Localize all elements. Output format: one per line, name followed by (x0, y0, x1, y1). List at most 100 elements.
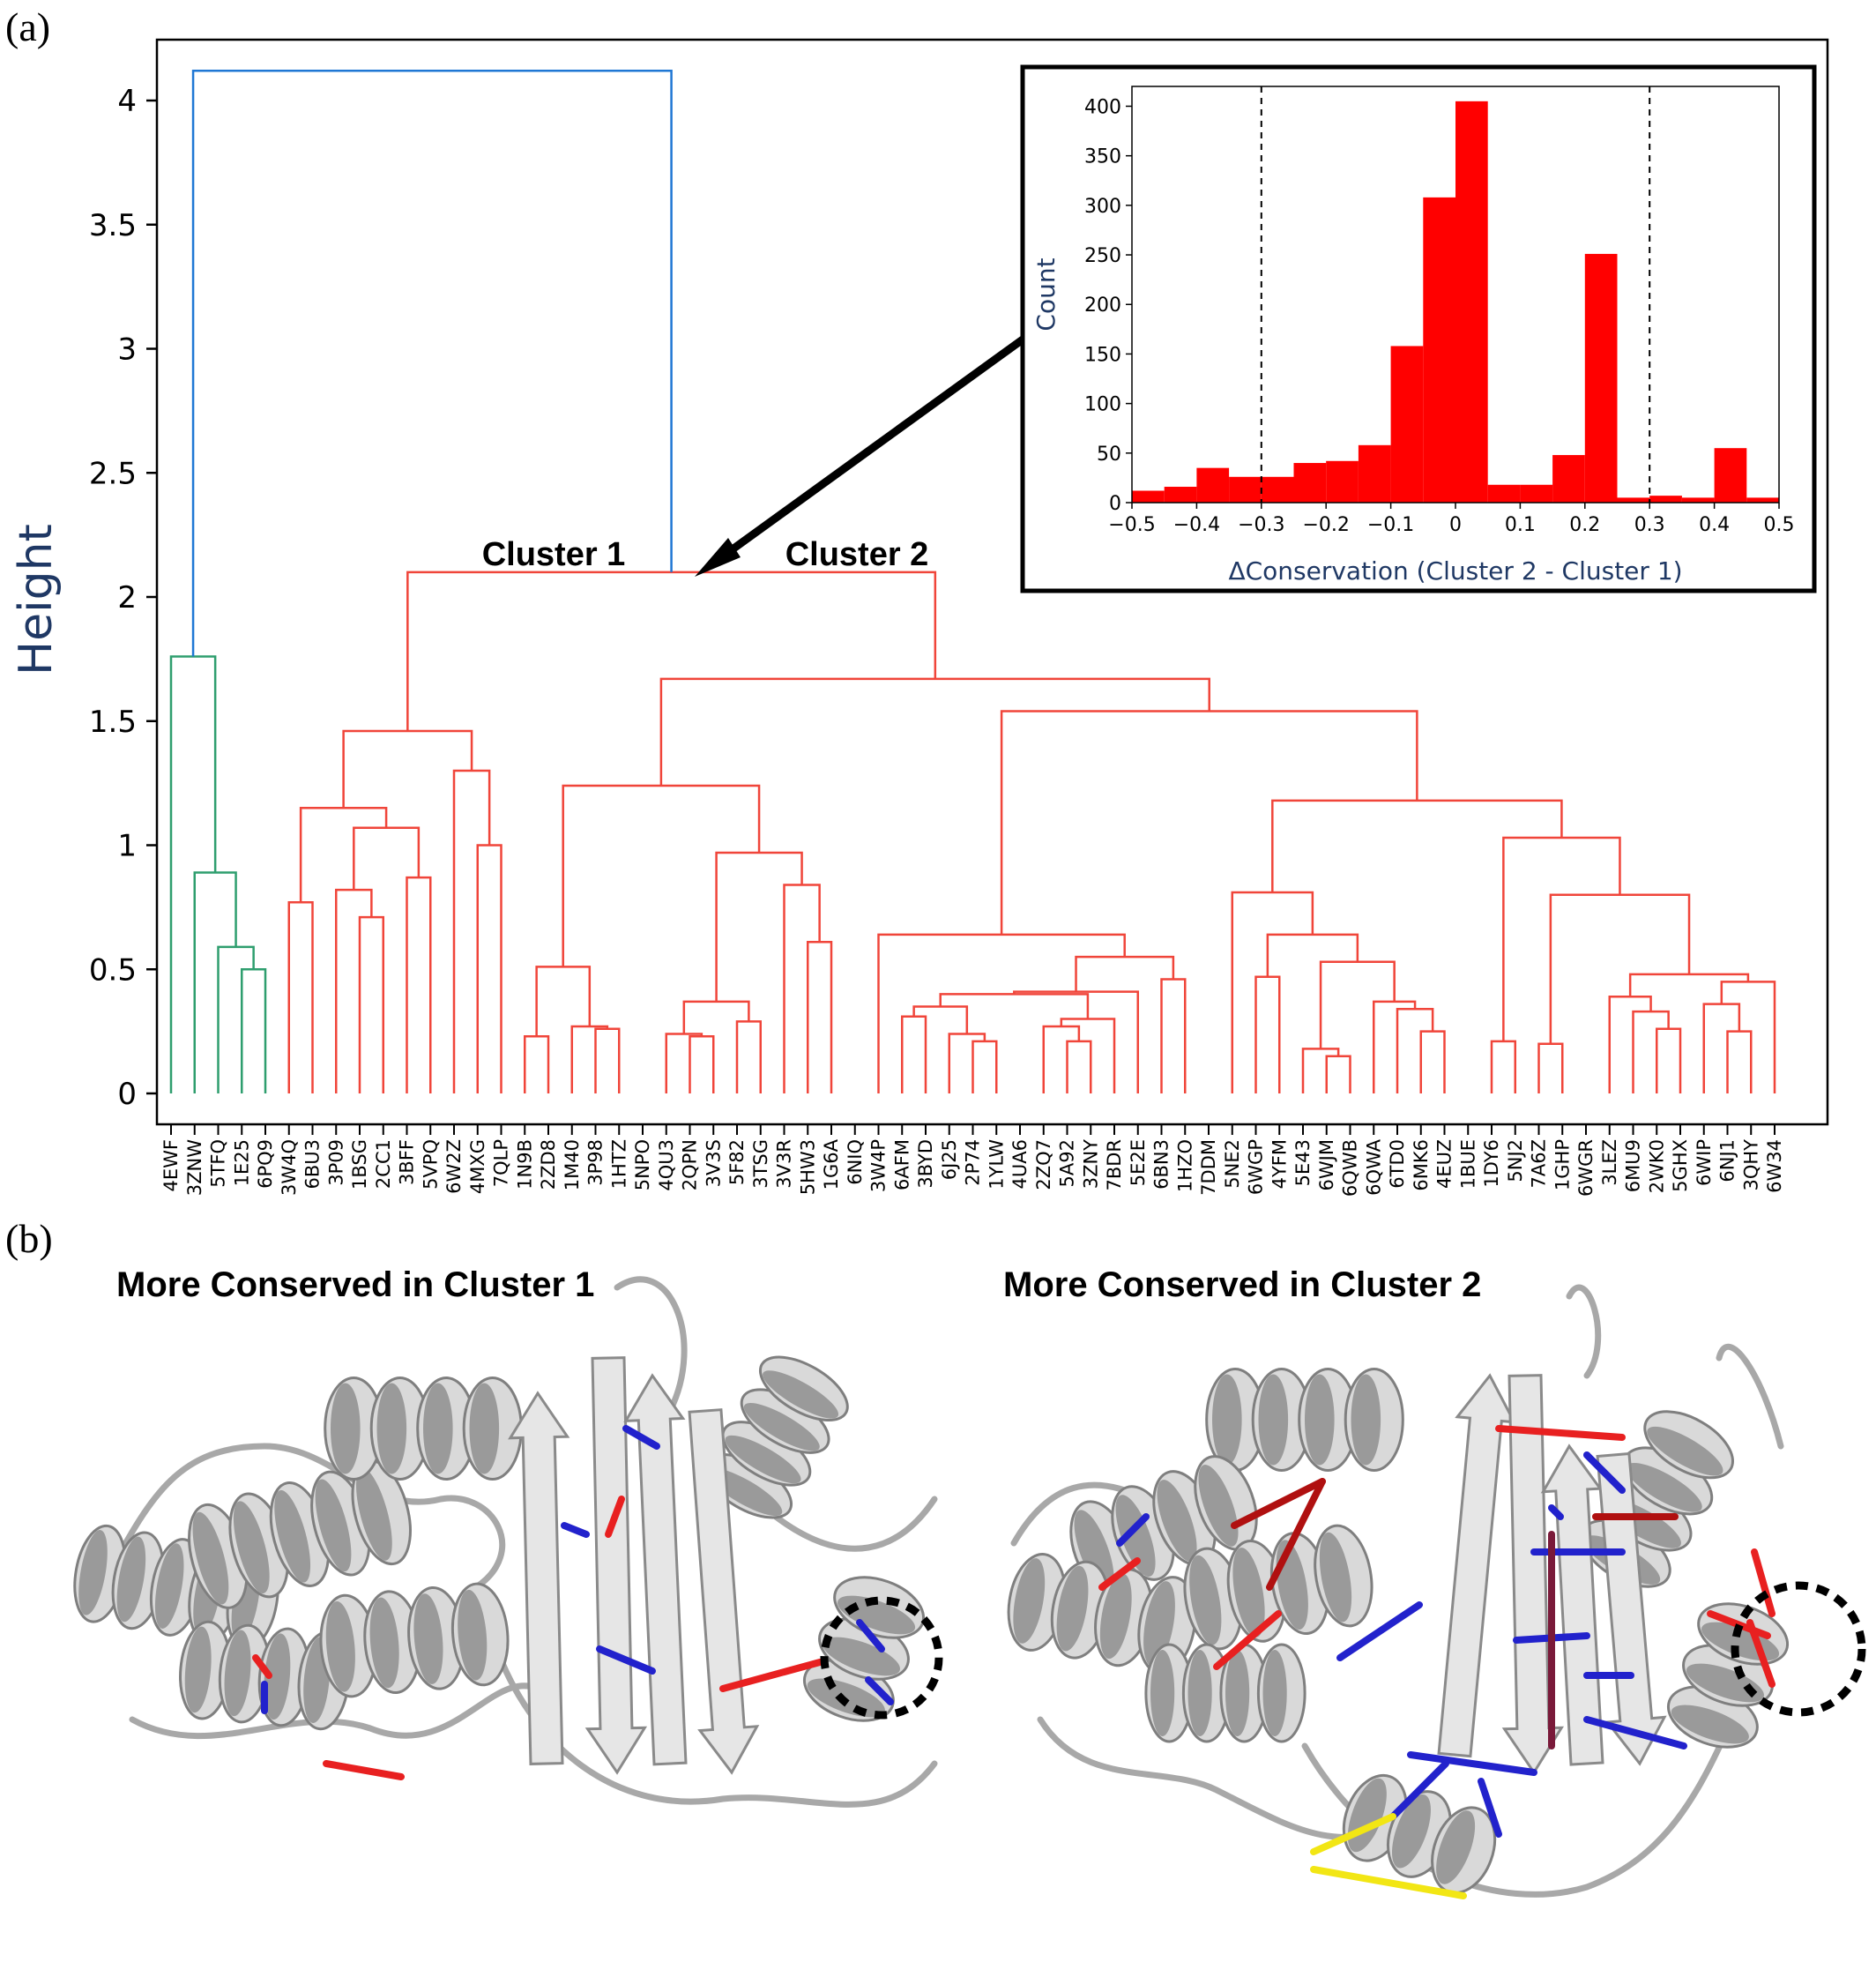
contact-line (252, 1654, 272, 1679)
dendrogram-link (562, 784, 761, 967)
leaf-label: 1BUE (1457, 1139, 1478, 1189)
dendrogram-link (715, 851, 803, 1002)
dendrogram-link (1271, 799, 1563, 892)
dendrogram-link (1419, 1030, 1446, 1093)
dendrogram-link (1373, 1000, 1417, 1093)
helix (1205, 1368, 1404, 1472)
leaf-label: 6J25 (939, 1139, 960, 1180)
y-tick-label: 1 (117, 829, 137, 864)
dendrogram-link (1549, 893, 1691, 1044)
histogram-bar (1520, 484, 1553, 503)
beta-strand (508, 1391, 570, 1765)
dendrogram-link (353, 826, 421, 891)
histogram-bar (1714, 448, 1747, 503)
contact-line (1407, 1751, 1537, 1776)
inset-histogram: −0.5 −0.4 −0.3 −0.2 −0.1 0 0.1 0.2 0.3 0.4 0.5 0 50 1… (1031, 86, 1795, 586)
leaf-label: 1YLW (986, 1139, 1007, 1190)
dendrogram-link (659, 677, 1210, 786)
leaf-label: 1E25 (231, 1139, 252, 1186)
dendrogram-root-link (191, 69, 673, 657)
highlight-circle (1731, 1581, 1866, 1717)
leaf-label: 6WGR (1575, 1139, 1597, 1197)
dendrogram-link (1702, 1003, 1741, 1093)
leaf-label: 6BU3 (302, 1139, 324, 1190)
helix (1581, 1410, 1734, 1588)
inset-x-tick-label: 0.2 (1569, 514, 1600, 536)
y-tick-label: 2 (117, 580, 137, 615)
leaf-label: 3ZNY (1080, 1139, 1101, 1189)
dendrogram-link (1726, 1030, 1753, 1093)
dendrogram-link (1231, 891, 1314, 1093)
leaf-label: 3P09 (325, 1139, 346, 1186)
inset-x-tick-label: 0.5 (1764, 514, 1795, 536)
histogram-bar (1196, 467, 1230, 503)
inset-y-tick-label: 300 (1084, 196, 1121, 218)
dendrogram-link (524, 1035, 550, 1093)
dendrogram-link (1301, 1048, 1340, 1093)
dendrogram-link (1325, 1055, 1351, 1093)
histogram-bar (1617, 497, 1650, 503)
inset-x-tick-label: 0.1 (1505, 514, 1536, 536)
leaf-label: 7DDM (1198, 1139, 1219, 1196)
panel-label-b: (b) (5, 1216, 53, 1261)
dendrogram-link (735, 1020, 762, 1093)
histogram-bar (1358, 444, 1391, 503)
inset-y-tick-label: 150 (1084, 344, 1121, 366)
leaf-label: 5GHX (1670, 1139, 1691, 1192)
histogram-bar (1164, 487, 1197, 503)
beta-strand (1437, 1373, 1517, 1758)
dendrogram-link (594, 1027, 621, 1093)
dendrogram-link (476, 844, 502, 1093)
highlight-circle (820, 1596, 943, 1720)
contact-line (1098, 1557, 1141, 1591)
leaf-label: 3BYD (915, 1139, 936, 1189)
histogram-bar (1681, 497, 1715, 503)
dendrogram-link (535, 966, 592, 1037)
leaf-label: 6NJ1 (1717, 1139, 1738, 1182)
inset-y-tick-label: 0 (1109, 493, 1121, 515)
inset-y-axis-label: Count (1031, 257, 1061, 331)
histogram-bar (1746, 497, 1779, 503)
leaf-label: 4UA6 (1009, 1139, 1031, 1189)
leaf-label: 3LEZ (1599, 1139, 1620, 1186)
dendrogram-link (1608, 995, 1652, 1093)
inset-x-tick-label: −0.3 (1238, 514, 1284, 536)
inset-arrow (695, 336, 1025, 577)
dendrogram-link (665, 1033, 704, 1093)
leaf-label: 6TD0 (1387, 1139, 1408, 1189)
histogram-bar (1390, 346, 1424, 503)
leaf-label: 5NE2 (1222, 1139, 1243, 1189)
dendrogram-link (1490, 1040, 1516, 1093)
leaf-label: 1DY6 (1481, 1139, 1502, 1188)
dendrogram-link (1254, 975, 1281, 1093)
inset-x-tick-label: −0.4 (1173, 514, 1220, 536)
left-protein-structure (73, 1276, 943, 1808)
leaf-label: 1HTZ (608, 1139, 629, 1189)
dendrogram-link (1060, 1018, 1116, 1093)
loop (129, 1682, 550, 1740)
leaf-label: 5F82 (726, 1139, 748, 1185)
loop (772, 1496, 938, 1552)
panel-label-a: (a) (5, 4, 51, 49)
leaf-label: 6MK6 (1411, 1139, 1432, 1191)
dendrogram-link (217, 945, 255, 1093)
leaf-label: 4QU3 (656, 1139, 677, 1191)
contact-line (1389, 1760, 1449, 1820)
leaf-label: 3QHY (1740, 1139, 1761, 1191)
dendrogram-link (939, 993, 1090, 1019)
contact-line (865, 1676, 894, 1705)
leaf-label: 4EUZ (1434, 1139, 1455, 1189)
contact-line (561, 1522, 590, 1538)
dendrogram-link (335, 888, 373, 1093)
contact-line (1583, 1451, 1626, 1494)
leaf-label: 5TFQ (208, 1139, 229, 1188)
beta-strand (1540, 1444, 1604, 1766)
leaf-label: 2P74 (963, 1139, 984, 1186)
dendrogram-link (1396, 1008, 1434, 1093)
leaf-label: 1BSG (349, 1139, 370, 1190)
dendrogram-link (689, 1035, 715, 1093)
dendrogram-link (1632, 1010, 1670, 1093)
leaf-label: 2WK0 (1646, 1139, 1667, 1193)
dendrogram-link (1013, 990, 1139, 1093)
